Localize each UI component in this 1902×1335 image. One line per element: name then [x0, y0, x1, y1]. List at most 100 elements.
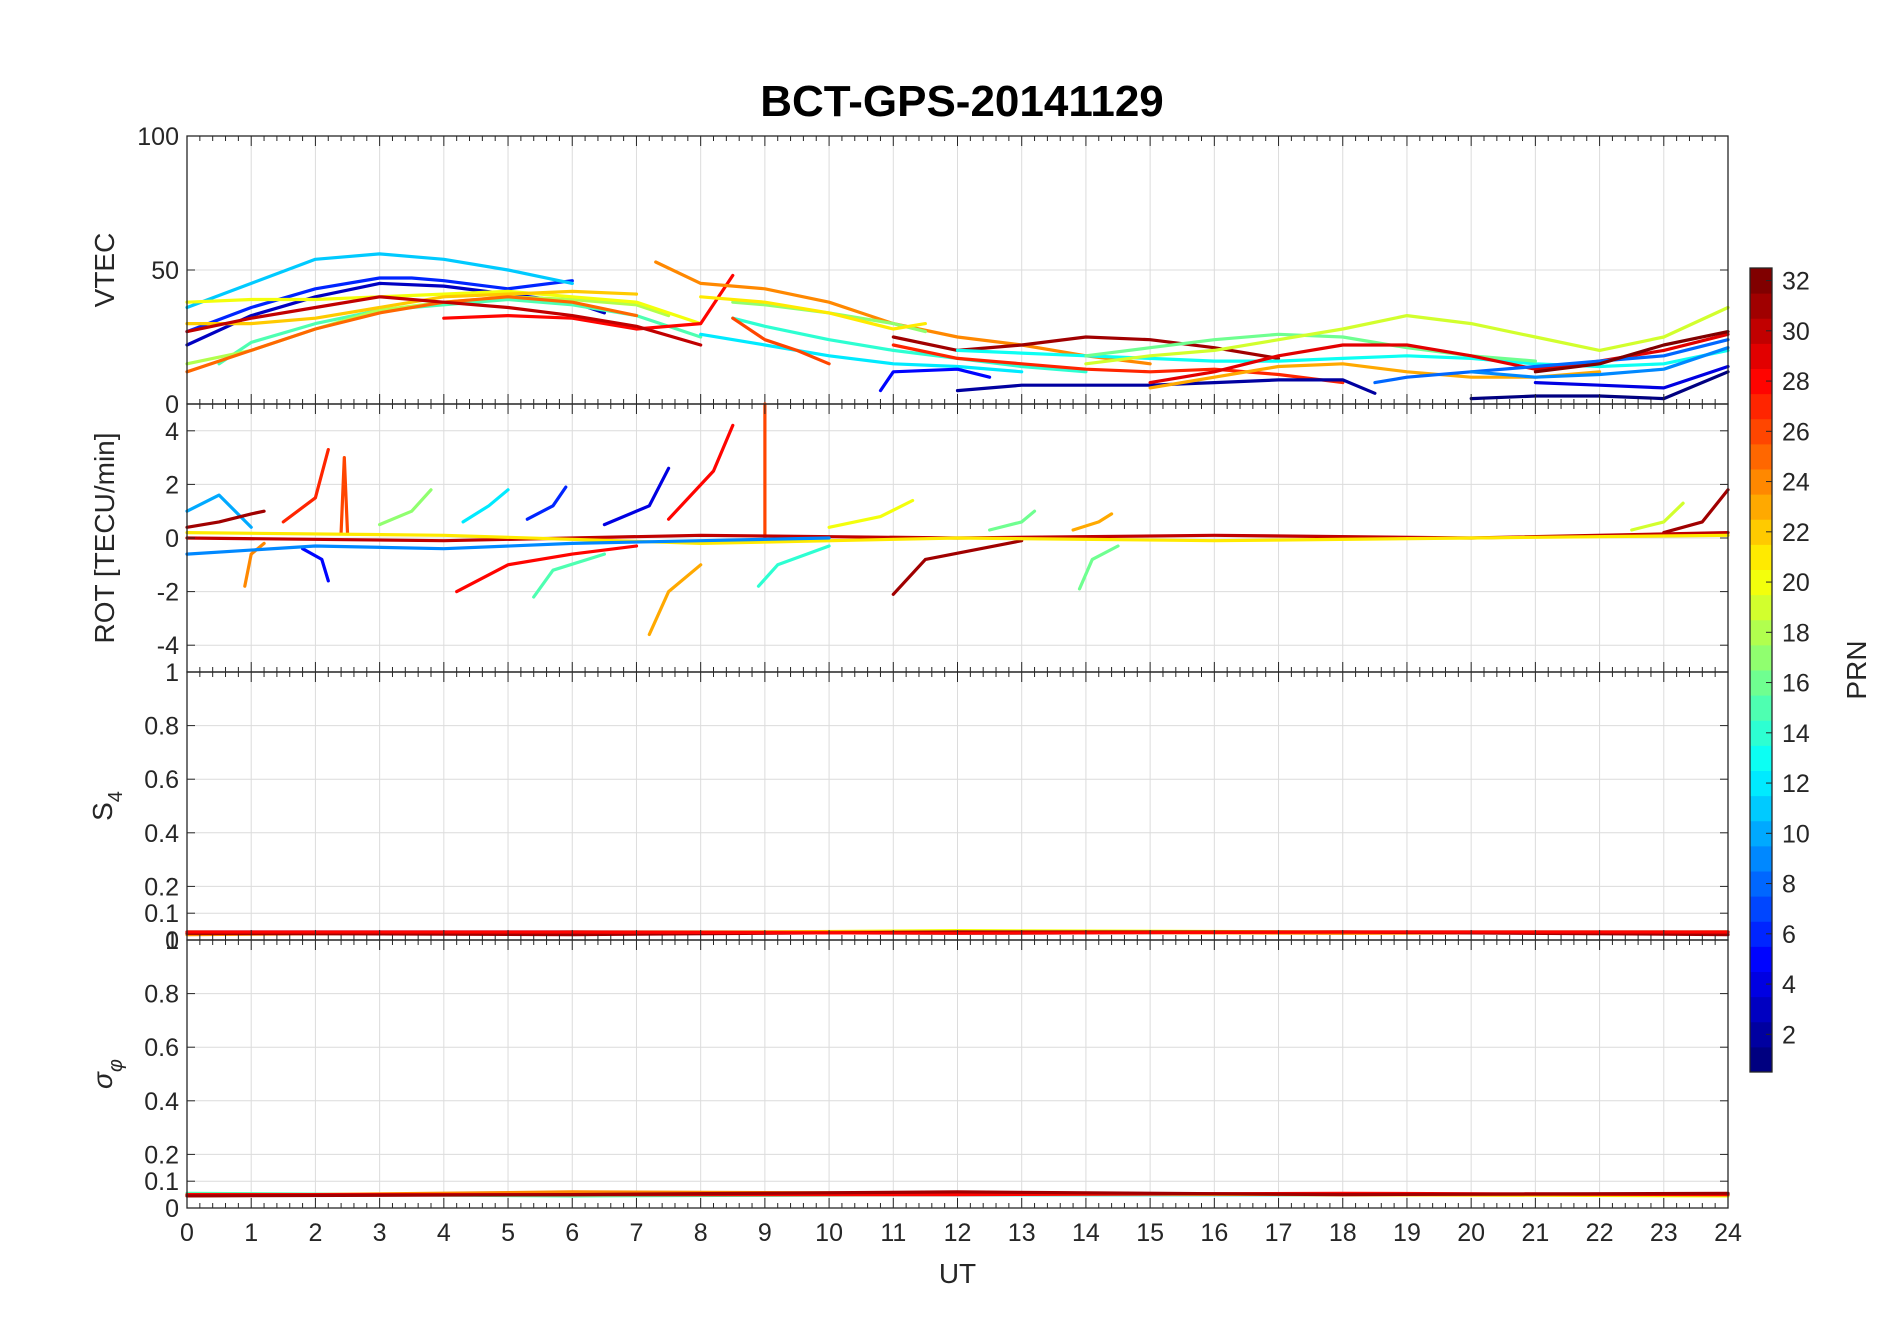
colorbar-swatch: [1750, 368, 1772, 395]
series-prn-31: [1662, 488, 1730, 535]
x-tick-label: 6: [565, 1219, 579, 1247]
x-tick-label: 18: [1329, 1219, 1357, 1247]
series-prn-25: [185, 295, 639, 374]
series-prn-21: [699, 295, 927, 331]
y-tick-label: 0.8: [144, 713, 179, 741]
grid: [186, 404, 1729, 672]
series-prn-4: [1533, 364, 1730, 390]
series-prn-31: [891, 539, 1024, 596]
x-tick-label: 0: [180, 1219, 194, 1247]
colorbar-swatch: [1750, 896, 1772, 922]
colorbar-tick-label: 18: [1782, 619, 1810, 647]
colorbar-swatch: [1750, 670, 1772, 696]
colorbar-swatch: [1750, 544, 1772, 570]
panel-s4: 00.10.2 0.4 0.6 0.8 1 S4: [87, 659, 1730, 955]
grid: [186, 939, 1729, 1209]
panel-rot: -4 -2 0 2 4 ROT [TECU/min]: [89, 402, 1730, 673]
colorbar-frame: [1749, 267, 1773, 1073]
colorbar-swatch: [1750, 619, 1772, 646]
y-tick-label: -2: [157, 579, 179, 607]
series-prn-5: [878, 367, 992, 393]
series-prn-26: [731, 316, 831, 366]
y-tick-label: 0.2: [144, 1141, 179, 1169]
series-prn-27: [281, 448, 330, 524]
series-prn-19: [1630, 501, 1685, 532]
colorbar-tick-label: 8: [1782, 871, 1796, 899]
x-tick-label: 20: [1457, 1219, 1485, 1247]
y-axis-label-subscript: φ: [105, 1059, 127, 1072]
colorbar-swatch: [1750, 1021, 1772, 1048]
x-tick-label: 15: [1136, 1219, 1164, 1247]
colorbar-tick-label: 6: [1782, 921, 1796, 949]
series-prn-32: [1533, 330, 1730, 374]
colorbar-swatch: [1750, 393, 1772, 420]
colorbar-swatch: [1750, 946, 1772, 972]
y-tick-label: 0.4: [144, 820, 179, 848]
series-prn-31: [185, 1190, 1730, 1198]
series-prn-23: [647, 563, 703, 637]
colorbar-swatch: [1750, 293, 1772, 319]
y-tick-label: -4: [157, 632, 179, 660]
colorbar-swatch: [1750, 921, 1772, 947]
colorbar-label: PRN: [1841, 640, 1872, 699]
colorbar-tick-label: 12: [1782, 770, 1810, 798]
series-prn-27: [891, 343, 1345, 385]
y-axis-label: VTEC: [89, 233, 120, 308]
x-tick-label: 19: [1393, 1219, 1421, 1247]
colorbar-swatch: [1750, 494, 1772, 520]
colorbar-swatch: [1750, 1046, 1772, 1073]
series-prn-28: [667, 423, 735, 521]
y-tick-label: 0.6: [144, 1034, 179, 1062]
colorbar-tick-label: 2: [1782, 1021, 1796, 1049]
x-tick-label: 1: [244, 1219, 258, 1247]
colorbar-swatch: [1750, 770, 1772, 797]
y-tick-label: 0: [165, 525, 179, 553]
colorbar-swatch: [1750, 871, 1772, 897]
x-tick-label: 8: [694, 1219, 708, 1247]
x-tick-label: 5: [501, 1219, 515, 1247]
grid: [186, 135, 1729, 405]
series-prn-20: [185, 289, 703, 326]
x-tick-label: 9: [758, 1219, 772, 1247]
series-prn-16: [988, 509, 1037, 532]
series-prn-16: [1077, 544, 1120, 591]
colorbar-tick-label: 26: [1782, 418, 1810, 446]
x-tick-label: 23: [1650, 1219, 1678, 1247]
series-prn-28: [442, 273, 735, 331]
series-prn-8: [1373, 338, 1730, 385]
series-prn-30: [185, 295, 703, 347]
colorbar-swatch: [1750, 720, 1772, 746]
x-tick-label: 14: [1072, 1219, 1100, 1247]
y-tick-label: 0.4: [144, 1088, 179, 1116]
y-tick-label: 0.1: [144, 1168, 179, 1196]
colorbar-tick-label: 22: [1782, 519, 1810, 547]
series-prn-12: [699, 332, 1024, 374]
colorbar-swatch: [1750, 443, 1772, 470]
x-tick-label: 7: [630, 1219, 644, 1247]
series-prn-11: [185, 252, 574, 310]
series-prn-12: [461, 488, 510, 524]
colorbar-swatch: [1750, 268, 1772, 294]
y-tick-label: 0: [165, 927, 179, 955]
colorbar-swatch: [1750, 996, 1772, 1023]
series-prn-14: [731, 316, 1088, 374]
y-axis-label: σφ: [87, 1059, 127, 1089]
panel-vtec: 0 50 100 VTEC: [89, 123, 1730, 419]
series-prn-19: [1084, 305, 1730, 366]
grid: [186, 671, 1729, 941]
colorbar-tick-label: 30: [1782, 318, 1810, 346]
y-tick-label: 4: [165, 418, 179, 446]
series-prn-9: [185, 536, 831, 556]
colorbar-swatch: [1750, 795, 1772, 822]
series-prn-15: [217, 297, 703, 366]
y-axis-label: ROT [TECU/min]: [89, 432, 120, 643]
y-tick-label: 1: [165, 659, 179, 687]
x-tick-label: 22: [1586, 1219, 1614, 1247]
series-prn-21: [185, 531, 1730, 545]
colorbar-tick-label: 32: [1782, 268, 1810, 296]
colorbar-tick-label: 28: [1782, 368, 1810, 396]
x-tick-label: 17: [1265, 1219, 1293, 1247]
x-tick-label: 12: [944, 1219, 972, 1247]
